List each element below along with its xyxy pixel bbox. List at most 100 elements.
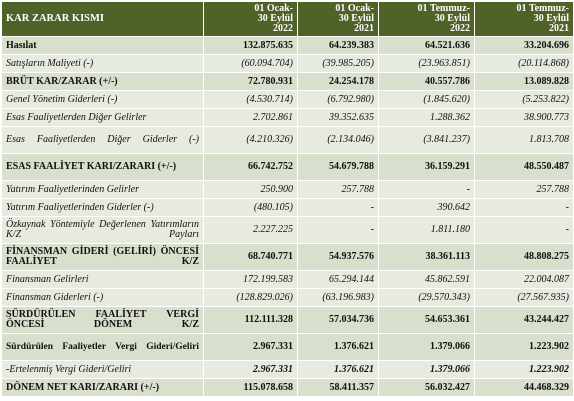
- value-cell: (23.963.851): [379, 55, 474, 72]
- value-cell: 66.742.752: [204, 154, 297, 180]
- header-line: 30 Eylül: [257, 13, 293, 24]
- value-cell: -: [298, 199, 378, 216]
- value-cell: (480.105): [204, 199, 297, 216]
- header-row: KAR ZARAR KISMI 01 Ocak- 30 Eylül 2022 01 Oc…: [2, 2, 573, 36]
- value-cell: 44.468.329: [475, 379, 573, 396]
- value-cell: 13.089.828: [475, 73, 573, 90]
- table-row: Sürdürülen Faaliyetler Vergi Gideri/Geli…: [2, 334, 573, 360]
- header-line: 01 Temmuz-: [417, 3, 471, 14]
- value-cell: (29.570.343): [379, 289, 474, 306]
- table-row: ESAS FAALİYET KARI/ZARARI (+/-) 66.742.75…: [2, 154, 573, 180]
- value-cell: 112.111.328: [204, 307, 297, 333]
- table-row: Finansman Giderleri (-) (128.829.026) (63.…: [2, 289, 573, 306]
- value-cell: 1.376.621: [298, 334, 378, 360]
- value-cell: 39.352.635: [298, 109, 378, 126]
- value-cell: (63.196.983): [298, 289, 378, 306]
- value-cell: (128.829.026): [204, 289, 297, 306]
- value-cell: -: [475, 199, 573, 216]
- value-cell: 1.379.066: [379, 334, 474, 360]
- value-cell: 257.788: [298, 181, 378, 198]
- row-label: Yatırım Faaliyetlerinden Gelirler: [2, 181, 203, 198]
- value-cell: 257.788: [475, 181, 573, 198]
- value-cell: (20.114.868): [475, 55, 573, 72]
- table-row: Yatırım Faaliyetlerinden Giderler (-) (48…: [2, 199, 573, 216]
- table-body: Hasılat 132.875.635 64.239.383 64.521.636 33…: [2, 37, 573, 396]
- value-cell: 1.376.621: [298, 361, 378, 378]
- row-label: FİNANSMAN GİDERİ (GELİRİ) ÖNCESİ FAALİYE…: [2, 244, 203, 270]
- header-line: 01 Ocak-: [254, 3, 293, 14]
- table-row: FİNANSMAN GİDERİ (GELİRİ) ÖNCESİ FAALİYE…: [2, 244, 573, 270]
- value-cell: 1.223.902: [475, 361, 573, 378]
- value-cell: (5.253.822): [475, 91, 573, 108]
- column-header: 01 Ocak- 30 Eylül 2021: [298, 2, 378, 36]
- value-cell: 1.223.902: [475, 334, 573, 360]
- table-row: Yatırım Faaliyetlerinden Gelirler 250.900…: [2, 181, 573, 198]
- header-line: 30 Eylül: [338, 13, 374, 24]
- value-cell: (6.792.980): [298, 91, 378, 108]
- row-label: -Ertelenmiş Vergi Gideri/Geliri: [2, 361, 203, 378]
- value-cell: 64.239.383: [298, 37, 378, 54]
- header-line: 2022: [450, 23, 470, 34]
- row-label: Finansman Gelirleri: [2, 271, 203, 288]
- value-cell: 33.204.696: [475, 37, 573, 54]
- value-cell: 54.937.576: [298, 244, 378, 270]
- value-cell: 68.740.771: [204, 244, 297, 270]
- row-label: DÖNEM NET KARI/ZARARI (+/-): [2, 379, 203, 396]
- value-cell: 115.078.658: [204, 379, 297, 396]
- table-row: Satışların Maliyeti (-) (60.094.704) (39.9…: [2, 55, 573, 72]
- value-cell: 2.702.861: [204, 109, 297, 126]
- table-row: Finansman Gelirleri 172.199.583 65.294.144…: [2, 271, 573, 288]
- value-cell: 38.361.113: [379, 244, 474, 270]
- table-row: Esas Faaliyetlerden Diğer Giderler (-) (4…: [2, 127, 573, 153]
- value-cell: 1.379.066: [379, 361, 474, 378]
- value-cell: 43.244.427: [475, 307, 573, 333]
- value-cell: 56.032.427: [379, 379, 474, 396]
- table-row: -Ertelenmiş Vergi Gideri/Geliri 2.967.331…: [2, 361, 573, 378]
- value-cell: 172.199.583: [204, 271, 297, 288]
- row-label: Hasılat: [2, 37, 203, 54]
- value-cell: 2.227.225: [204, 217, 297, 243]
- value-cell: 54.653.361: [379, 307, 474, 333]
- row-label: SÜRDÜRÜLEN FAALİYET VERGİ ÖNCESİ DÖNEM K…: [2, 307, 203, 333]
- value-cell: 40.557.786: [379, 73, 474, 90]
- value-cell: -: [475, 217, 573, 243]
- value-cell: 2.967.331: [204, 361, 297, 378]
- value-cell: 72.780.931: [204, 73, 297, 90]
- value-cell: 1.288.362: [379, 109, 474, 126]
- section-title: KAR ZARAR KISMI: [2, 2, 203, 36]
- row-label: Genel Yönetim Giderleri (-): [2, 91, 203, 108]
- value-cell: 250.900: [204, 181, 297, 198]
- value-cell: 65.294.144: [298, 271, 378, 288]
- value-cell: (39.985.205): [298, 55, 378, 72]
- table-row: DÖNEM NET KARI/ZARARI (+/-) 115.078.658 58…: [2, 379, 573, 396]
- value-cell: 48.808.275: [475, 244, 573, 270]
- value-cell: (1.845.620): [379, 91, 474, 108]
- value-cell: 36.159.291: [379, 154, 474, 180]
- value-cell: 58.411.357: [298, 379, 378, 396]
- value-cell: 22.004.087: [475, 271, 573, 288]
- row-label: Esas Faaliyetlerden Diğer Giderler (-): [2, 127, 203, 153]
- value-cell: 1.813.708: [475, 127, 573, 153]
- value-cell: 132.875.635: [204, 37, 297, 54]
- value-cell: 24.254.178: [298, 73, 378, 90]
- table-row: BRÜT KAR/ZARAR (+/-) 72.780.931 24.254.178…: [2, 73, 573, 90]
- value-cell: 2.967.331: [204, 334, 297, 360]
- header-line: 2021: [354, 23, 374, 34]
- table-row: Esas Faaliyetlerden Diğer Gelirler 2.702.…: [2, 109, 573, 126]
- header-line: 2022: [273, 23, 293, 34]
- table-row: SÜRDÜRÜLEN FAALİYET VERGİ ÖNCESİ DÖNEM K…: [2, 307, 573, 333]
- value-cell: (4.530.714): [204, 91, 297, 108]
- value-cell: (27.567.935): [475, 289, 573, 306]
- header-line: 01 Ocak-: [335, 3, 374, 14]
- header-line: 2021: [549, 23, 569, 34]
- row-label: Finansman Giderleri (-): [2, 289, 203, 306]
- value-cell: 54.679.788: [298, 154, 378, 180]
- value-cell: -: [379, 181, 474, 198]
- header-line: 30 Eylül: [533, 13, 569, 24]
- row-label: Yatırım Faaliyetlerinden Giderler (-): [2, 199, 203, 216]
- header-line: 01 Temmuz-: [516, 3, 570, 14]
- row-label: Esas Faaliyetlerden Diğer Gelirler: [2, 109, 203, 126]
- row-label: ESAS FAALİYET KARI/ZARARI (+/-): [2, 154, 203, 180]
